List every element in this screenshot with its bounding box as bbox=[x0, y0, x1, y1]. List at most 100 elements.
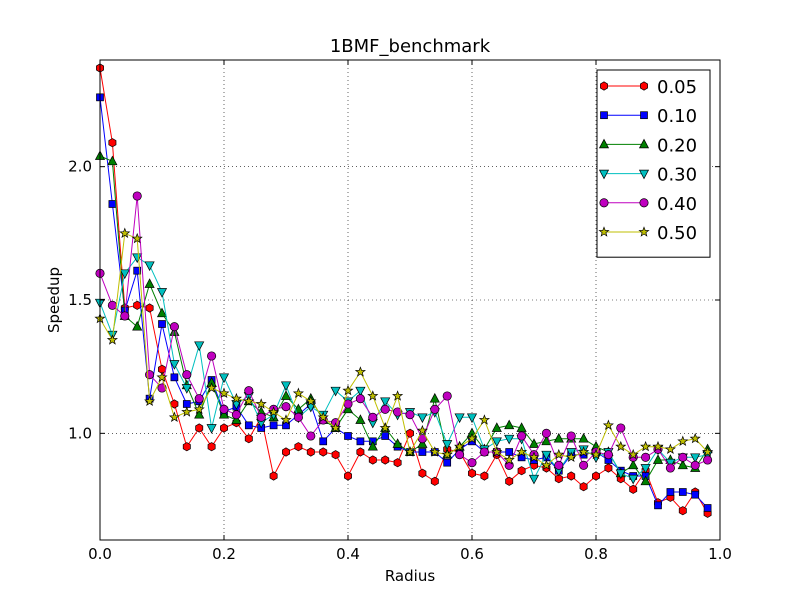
data-point bbox=[131, 232, 143, 244]
data-point bbox=[567, 471, 576, 481]
data-point bbox=[652, 440, 664, 452]
data-point bbox=[604, 463, 613, 473]
legend-marker bbox=[638, 226, 650, 237]
series-0.40 bbox=[95, 191, 713, 473]
data-point bbox=[615, 469, 626, 480]
legend-box bbox=[596, 69, 711, 258]
data-point bbox=[603, 450, 613, 460]
data-point bbox=[145, 370, 155, 380]
data-point bbox=[640, 464, 651, 474]
x-tick-label: 0.2 bbox=[212, 545, 236, 563]
legend-marker bbox=[598, 138, 610, 149]
data-point bbox=[578, 432, 589, 443]
data-point bbox=[255, 398, 267, 409]
chart-title: 1BMF_benchmark bbox=[330, 36, 491, 57]
data-point bbox=[379, 422, 391, 433]
data-point bbox=[417, 438, 428, 448]
data-point bbox=[108, 138, 117, 148]
data-point bbox=[429, 446, 441, 457]
legend-marker bbox=[638, 169, 650, 180]
data-point bbox=[528, 474, 540, 485]
data-point bbox=[206, 382, 218, 393]
data-point bbox=[107, 300, 117, 310]
data-point bbox=[392, 438, 403, 448]
data-point bbox=[393, 407, 403, 417]
data-point bbox=[342, 384, 354, 396]
data-point bbox=[194, 394, 204, 404]
data-point bbox=[170, 373, 179, 382]
data-point bbox=[294, 442, 303, 452]
data-point bbox=[541, 428, 551, 438]
data-point bbox=[168, 411, 180, 423]
data-point bbox=[344, 432, 352, 440]
data-point bbox=[132, 320, 143, 331]
x-tick-label: 0.4 bbox=[336, 545, 360, 563]
series-0.50 bbox=[94, 227, 714, 471]
data-point bbox=[169, 322, 179, 332]
data-point bbox=[690, 460, 700, 470]
legend-marker bbox=[639, 198, 649, 208]
data-point bbox=[665, 458, 676, 469]
data-point bbox=[331, 450, 340, 460]
data-point bbox=[305, 395, 317, 407]
data-point bbox=[566, 431, 576, 441]
legend-marker bbox=[640, 111, 648, 120]
data-point bbox=[356, 437, 365, 446]
series-layer bbox=[94, 63, 714, 518]
data-point bbox=[319, 447, 328, 457]
data-point bbox=[442, 440, 453, 450]
series-0.05 bbox=[96, 63, 712, 518]
data-point bbox=[602, 419, 614, 431]
axis-ticks: 0.0 0.2 0.4 0.6 0.8 1.0 1.0 1.5 2.0 bbox=[68, 60, 732, 563]
data-point bbox=[156, 307, 168, 318]
data-point bbox=[169, 360, 180, 370]
x-tick-label: 0.6 bbox=[460, 545, 484, 563]
legend-marker bbox=[600, 81, 608, 91]
legend-marker bbox=[599, 198, 609, 208]
legend-entry: 0.20 bbox=[598, 135, 697, 156]
data-point bbox=[430, 476, 439, 486]
data-point bbox=[218, 408, 230, 419]
legend-marker bbox=[600, 111, 608, 120]
data-point bbox=[616, 423, 626, 433]
data-point bbox=[330, 386, 341, 397]
legend-marker bbox=[598, 226, 610, 237]
data-point bbox=[628, 474, 639, 485]
x-axis-label: Radius bbox=[385, 567, 435, 585]
legend-label: 0.20 bbox=[657, 135, 697, 156]
data-point bbox=[230, 392, 242, 404]
legend-entry: 0.10 bbox=[600, 106, 697, 127]
data-point bbox=[517, 431, 527, 441]
data-point bbox=[615, 440, 627, 452]
legend: 0.05 0.10 0.20 0.30 0.40 0.50 bbox=[596, 69, 711, 258]
data-point bbox=[652, 454, 664, 464]
data-point bbox=[207, 442, 216, 452]
data-point bbox=[540, 459, 552, 471]
data-point bbox=[689, 432, 701, 444]
data-point bbox=[293, 412, 303, 422]
data-point bbox=[132, 191, 142, 201]
data-point bbox=[243, 395, 255, 407]
data-point bbox=[133, 266, 142, 275]
data-point bbox=[193, 403, 205, 415]
data-point bbox=[244, 434, 253, 444]
data-point bbox=[292, 387, 304, 399]
data-point bbox=[678, 452, 688, 462]
data-point bbox=[665, 463, 675, 473]
data-point bbox=[119, 269, 130, 280]
data-point bbox=[170, 399, 179, 409]
data-point bbox=[194, 408, 205, 419]
legend-label: 0.30 bbox=[657, 165, 697, 186]
data-point bbox=[133, 300, 142, 310]
data-point bbox=[678, 506, 687, 516]
data-point bbox=[467, 458, 477, 468]
data-point bbox=[119, 227, 131, 239]
data-point bbox=[107, 155, 118, 166]
data-point bbox=[181, 406, 193, 417]
data-point bbox=[381, 455, 390, 465]
data-point bbox=[218, 373, 230, 384]
data-point bbox=[380, 404, 390, 414]
data-point bbox=[156, 288, 168, 298]
data-point bbox=[677, 435, 689, 447]
